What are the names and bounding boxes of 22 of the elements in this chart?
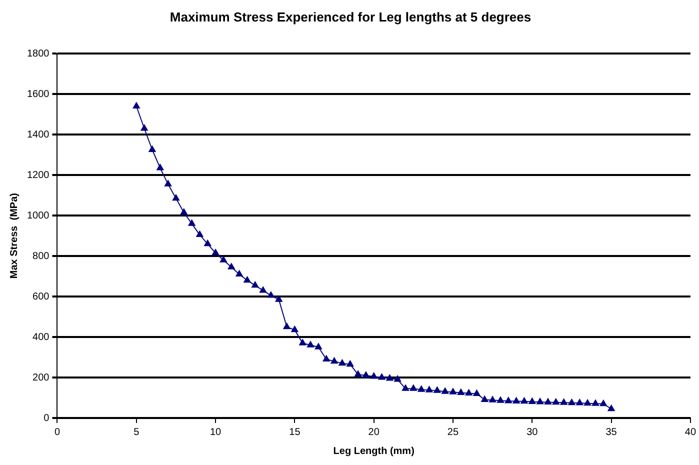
y-tick-label: 600 bbox=[32, 291, 50, 302]
x-tick-label: 40 bbox=[684, 426, 696, 438]
x-tick-label: 15 bbox=[289, 426, 301, 438]
x-tick-label: 35 bbox=[606, 426, 618, 438]
y-tick-label: 1000 bbox=[26, 210, 50, 222]
y-tick-label: 1400 bbox=[26, 129, 50, 140]
y-tick-label: 400 bbox=[32, 332, 50, 343]
y-tick-label: 200 bbox=[32, 372, 50, 384]
x-tick-label: 25 bbox=[447, 426, 459, 438]
x-tick-label: 0 bbox=[54, 426, 60, 438]
x-axis-title: Leg Length (mm) bbox=[333, 446, 414, 457]
y-tick-label: 800 bbox=[32, 250, 50, 262]
x-tick-label: 20 bbox=[368, 426, 380, 438]
y-axis-title: Max Stress (MPa) bbox=[8, 193, 20, 279]
x-tick-label: 5 bbox=[134, 426, 140, 438]
y-tick-label: 1200 bbox=[26, 170, 50, 181]
y-tick-label: 1600 bbox=[26, 88, 50, 100]
y-tick-label: 1800 bbox=[26, 48, 50, 60]
x-tick-label: 30 bbox=[526, 426, 538, 438]
x-tick-label: 10 bbox=[210, 426, 222, 438]
chart-title: Maximum Stress Experienced for Leg lengths at 5 degrees bbox=[170, 9, 532, 24]
y-tick-label: 0 bbox=[44, 412, 50, 424]
